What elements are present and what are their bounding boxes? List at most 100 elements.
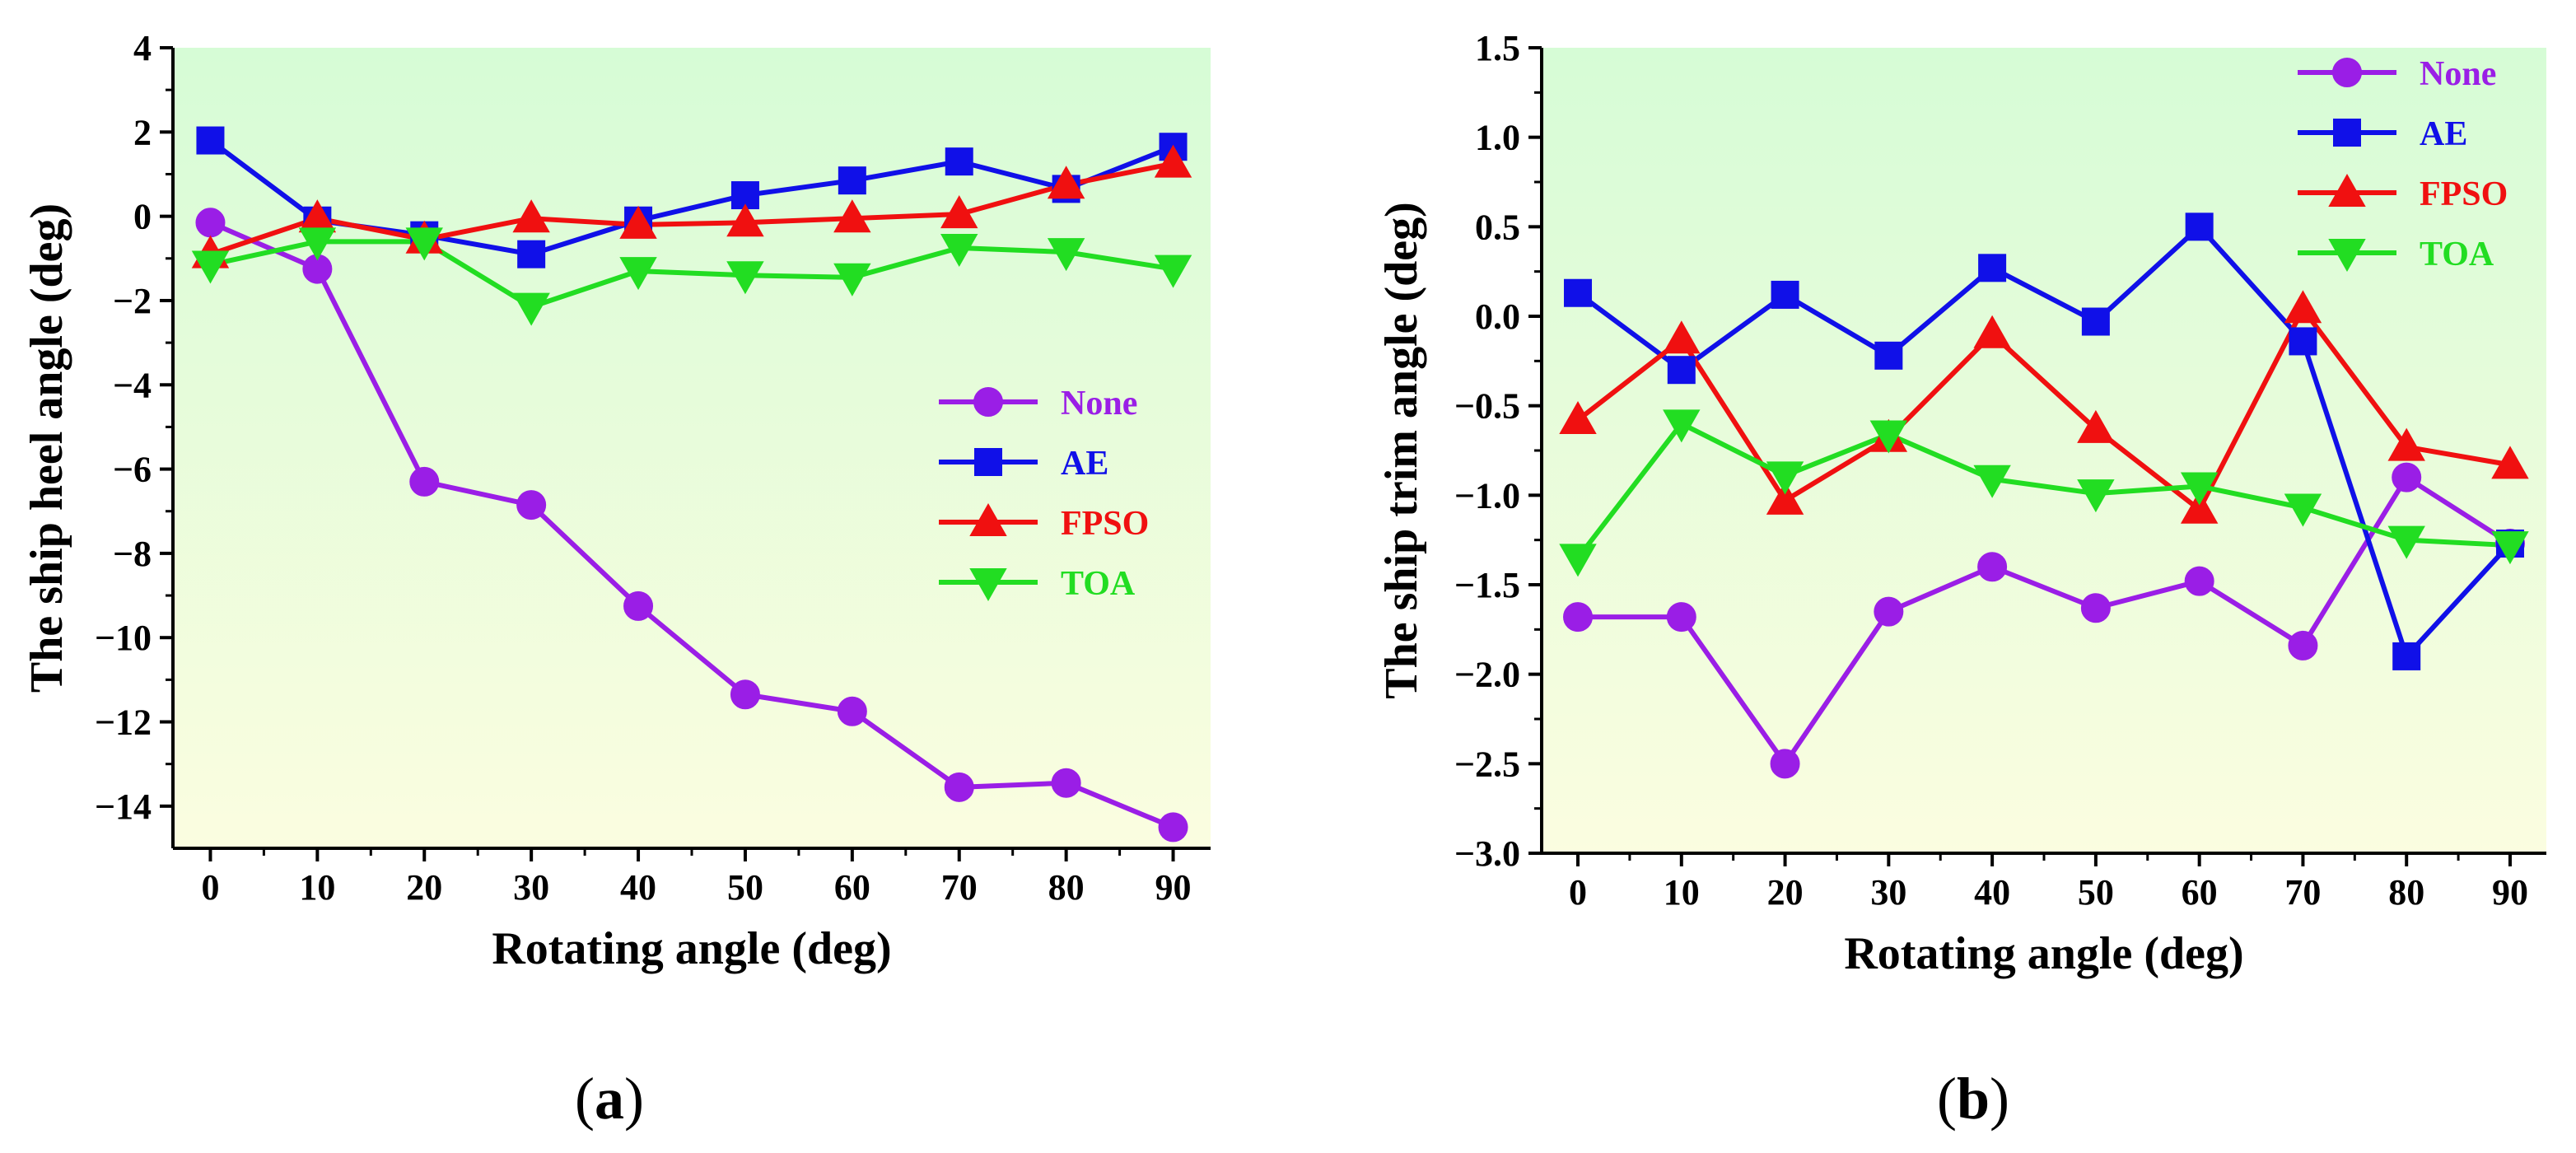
y-tick-label: 4 <box>133 28 152 68</box>
data-point-toa <box>2491 531 2529 565</box>
data-point-fpso <box>2180 490 2219 524</box>
series-line-fpso <box>209 161 1174 257</box>
legend-marker <box>2328 173 2366 207</box>
y-tick-label: −8 <box>113 534 152 574</box>
x-tick-label: 20 <box>1767 872 1804 913</box>
data-point-fpso <box>1154 144 1192 178</box>
y-tick-label: −4 <box>113 365 152 405</box>
data-point-toa <box>1663 409 1701 443</box>
x-axis-title: Rotating angle (deg) <box>492 923 891 974</box>
x-tick-label: 40 <box>620 867 656 908</box>
data-point-none <box>2080 593 2111 623</box>
legend-label-fpso: FPSO <box>2420 175 2508 213</box>
legend-label-toa: TOA <box>2420 236 2494 273</box>
y-tick-label: −2.5 <box>1454 744 1520 784</box>
data-point-toa <box>2387 525 2425 559</box>
data-point-ae <box>838 166 866 195</box>
data-point-fpso <box>2284 290 2322 324</box>
data-point-ae <box>1874 341 1903 370</box>
data-point-toa <box>1973 464 2011 498</box>
data-point-ae <box>1771 280 1799 309</box>
data-point-none <box>730 679 760 710</box>
y-tick-label: −0.5 <box>1454 386 1520 427</box>
data-point-fpso <box>1766 481 1804 515</box>
data-point-fpso <box>1047 166 1085 199</box>
data-point-toa <box>833 263 871 296</box>
data-point-toa <box>1047 238 1085 272</box>
data-point-none <box>837 696 867 726</box>
data-point-toa <box>726 261 764 295</box>
data-point-toa <box>1559 544 1597 577</box>
legend-marker <box>969 502 1007 536</box>
x-axis-title: Rotating angle (deg) <box>1844 928 2243 979</box>
x-tick-label: 80 <box>2388 872 2424 913</box>
data-point-toa <box>191 250 230 284</box>
chart-heel-angle: 0 10 20 30 40 50 60 70 80 90 −14 −12 −10 −8 −6 −4 −2 0 2 4 R… <box>21 28 1211 974</box>
y-tick-label: −2 <box>113 281 152 321</box>
legend: None AE FPSO TOA <box>2298 55 2508 273</box>
data-point-ae <box>517 240 546 268</box>
legend-label-fpso: FPSO <box>1061 505 1149 543</box>
series-line-none <box>1578 474 2512 767</box>
x-tick-label: 40 <box>1974 872 2010 913</box>
legend-label-ae: AE <box>2420 115 2467 153</box>
data-point-fpso <box>619 205 657 239</box>
data-point-toa <box>512 292 550 326</box>
data-point-fpso <box>2077 409 2115 443</box>
y-tick-label: 1.0 <box>1475 118 1520 158</box>
data-point-none <box>1770 749 1800 779</box>
data-point-none <box>623 591 654 621</box>
data-point-none <box>1563 602 1594 633</box>
data-point-toa <box>2284 493 2322 527</box>
data-point-fpso <box>833 199 871 233</box>
series-line-ae <box>1576 224 2513 659</box>
data-point-fpso <box>2387 427 2425 461</box>
legend-marker <box>2328 239 2366 273</box>
data-point-toa <box>1154 254 1192 288</box>
legend-marker <box>969 568 1007 602</box>
x-tick-label: 0 <box>1569 872 1587 913</box>
data-point-none <box>516 490 547 520</box>
data-point-ae <box>2081 307 2110 336</box>
data-point-ae <box>945 147 973 176</box>
legend-marker <box>2332 58 2362 87</box>
data-point-fpso <box>726 203 764 237</box>
data-point-ae <box>1978 254 2007 282</box>
data-point-toa <box>298 227 337 261</box>
series-line-none <box>209 220 1174 830</box>
data-point-none <box>944 772 974 802</box>
data-point-fpso <box>512 199 550 233</box>
panel-label-b: (b) <box>1937 1066 2009 1132</box>
legend-label-ae: AE <box>1061 445 1108 483</box>
x-tick-label: 50 <box>727 867 763 908</box>
series-line-fpso <box>1576 306 2511 512</box>
y-tick-label: −2.0 <box>1454 655 1520 695</box>
legend-marker <box>973 387 1003 417</box>
y-tick-label: −3.0 <box>1454 833 1520 874</box>
plot-area <box>173 48 1211 848</box>
legend-label-toa: TOA <box>1061 565 1136 603</box>
x-tick-label: 30 <box>513 867 549 908</box>
data-point-none <box>1666 602 1696 633</box>
y-tick-label: 0 <box>133 197 152 237</box>
x-tick-label: 10 <box>1664 872 1700 913</box>
x-tick-label: 70 <box>941 867 978 908</box>
data-point-fpso <box>2491 446 2529 479</box>
data-point-toa <box>619 257 657 291</box>
data-point-toa <box>2077 479 2115 513</box>
data-point-ae <box>1564 278 1593 307</box>
data-point-fpso <box>1973 315 2011 348</box>
y-tick-label: −1.0 <box>1454 475 1520 516</box>
data-point-fpso <box>1559 401 1597 435</box>
data-point-fpso <box>940 195 978 229</box>
data-point-none <box>2288 630 2318 661</box>
x-tick-label: 20 <box>406 867 442 908</box>
x-tick-label: 50 <box>2078 872 2114 913</box>
data-point-none <box>195 208 226 238</box>
x-tick-label: 90 <box>2492 872 2528 913</box>
data-point-toa <box>1766 461 1804 495</box>
data-point-none <box>2184 566 2214 596</box>
y-tick-label: −14 <box>95 787 152 827</box>
y-tick-label: −1.5 <box>1454 565 1520 605</box>
